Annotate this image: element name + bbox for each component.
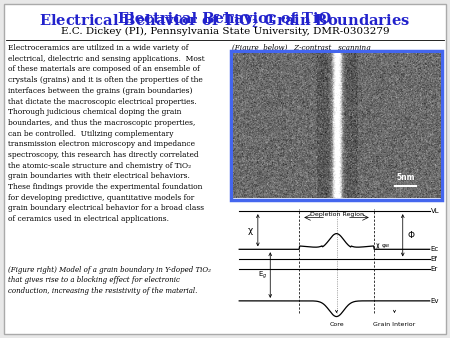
Text: Ev: Ev (431, 298, 439, 304)
Text: Grain Interior: Grain Interior (374, 322, 416, 327)
Text: Electroceramics are utilized in a wide variety of
electrical, dielectric and sen: Electroceramics are utilized in a wide v… (8, 44, 205, 223)
Text: 5nm: 5nm (396, 173, 414, 182)
Text: Ef: Ef (431, 257, 437, 262)
Text: VL: VL (431, 208, 439, 214)
Text: Electrical Behavior of TiO$_2$ Grain Boundaries: Electrical Behavior of TiO$_2$ Grain Bou… (40, 12, 410, 30)
Text: E$_g$: E$_g$ (258, 269, 268, 281)
Text: Electrical Behavior of TiO: Electrical Behavior of TiO (118, 12, 332, 26)
Text: χ: χ (248, 226, 253, 235)
Text: Er: Er (431, 266, 438, 272)
Text: Core: Core (329, 322, 344, 327)
Text: Depletion Region: Depletion Region (310, 212, 364, 217)
Text: (Figure right) Model of a grain boundary in Y-doped TiO₂
that gives rise to a bl: (Figure right) Model of a grain boundary… (8, 266, 211, 295)
Bar (231, 51, 442, 200)
Text: φ$_B$: φ$_B$ (381, 242, 390, 250)
Text: Φ: Φ (408, 231, 415, 240)
Text: (Figure  below)   Z-contrast   scanning
transmission electron micrograph of a gr: (Figure below) Z-contrast scanning trans… (232, 44, 391, 95)
Text: E.C. Dickey (PI), Pennsylvania State University, DMR-0303279: E.C. Dickey (PI), Pennsylvania State Uni… (61, 27, 389, 36)
Text: Ec: Ec (431, 246, 439, 252)
